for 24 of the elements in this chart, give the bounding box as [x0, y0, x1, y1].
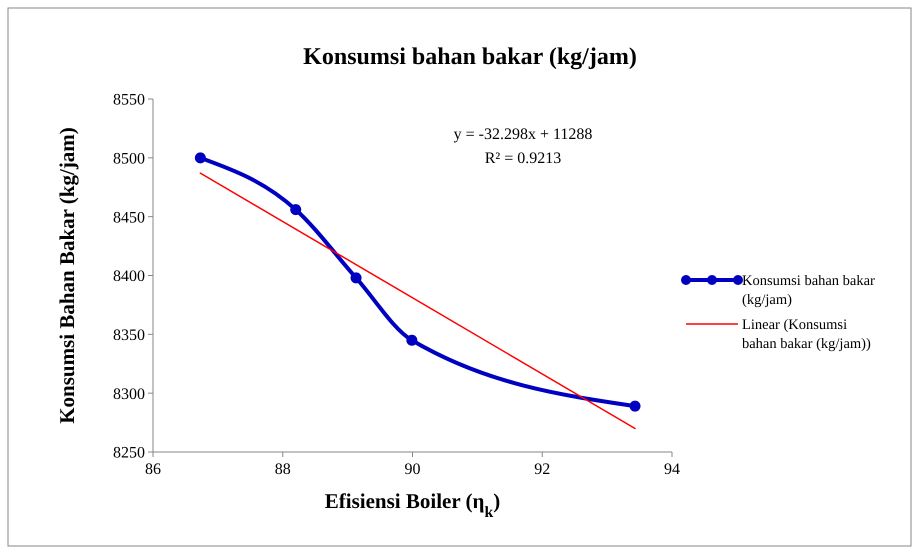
y-tick-label: 8500	[113, 150, 145, 168]
legend-label: Linear (Konsumsi bahan bakar (kg/jam))	[742, 317, 871, 352]
x-tick-label: 92	[534, 461, 550, 478]
y-tick-label: 8250	[113, 444, 145, 462]
point	[194, 152, 206, 164]
point	[406, 334, 418, 346]
annotation: R² = 0.9213	[484, 150, 562, 167]
x-tick-label: 94	[664, 461, 680, 478]
x-tick-label: 88	[274, 461, 291, 478]
x-tick-label: 90	[404, 461, 420, 478]
y-axis-title: Konsumsi Bahan Bakar (kg/jam)	[55, 127, 79, 424]
annotation: y = -32.298x + 11288	[454, 126, 592, 143]
point	[290, 204, 302, 216]
point	[630, 400, 641, 412]
y-tick-label: 8550	[113, 92, 145, 109]
point	[350, 272, 362, 284]
y-tick-label: 8300	[113, 386, 145, 403]
x-axis-title: Efisiensi Boiler (η$_{k}$)	[324, 489, 500, 520]
legend-label: Konsumsi bahan bakar (kg/jam)	[742, 273, 876, 308]
y-tick-label: 8400	[113, 268, 145, 286]
y-tick-label: 8450	[113, 209, 145, 226]
x-tick-label: 86	[145, 461, 161, 478]
chart-title: Konsumsi bahan bakar (kg/jam)	[303, 44, 637, 70]
y-tick-label: 8350	[113, 326, 145, 344]
